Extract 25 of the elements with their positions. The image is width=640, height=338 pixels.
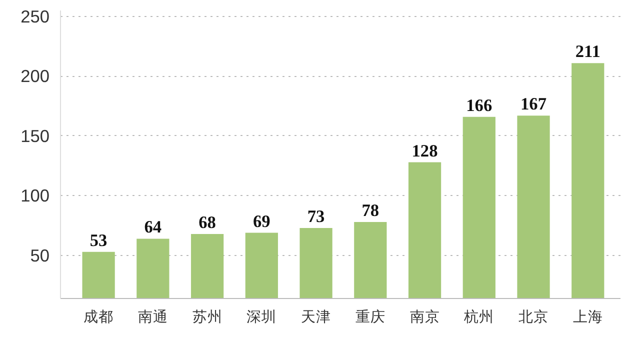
y-tick-label: 100 bbox=[20, 186, 50, 206]
data-label: 211 bbox=[575, 42, 600, 62]
data-label: 73 bbox=[307, 206, 326, 226]
data-label: 167 bbox=[520, 94, 547, 114]
x-tick-label: 北京 bbox=[518, 308, 549, 326]
x-tick-label: 重庆 bbox=[355, 308, 386, 326]
data-label: 166 bbox=[466, 96, 492, 115]
data-label: 64 bbox=[144, 218, 162, 237]
data-label: 78 bbox=[362, 201, 380, 220]
x-tick-label: 杭州 bbox=[463, 308, 494, 326]
x-tick-label: 南通 bbox=[138, 308, 168, 326]
y-tick-label: 50 bbox=[30, 245, 50, 266]
x-tick-label: 南京 bbox=[410, 308, 440, 326]
data-label: 69 bbox=[253, 212, 271, 231]
y-tick-label: 150 bbox=[20, 126, 50, 146]
data-label: 128 bbox=[412, 141, 438, 160]
y-tick-label: 250 bbox=[20, 6, 50, 26]
x-tick-label: 成都 bbox=[84, 308, 114, 326]
x-tick-label: 上海 bbox=[572, 308, 603, 326]
x-tick-label: 深圳 bbox=[246, 308, 277, 326]
data-label: 68 bbox=[198, 212, 216, 232]
x-tick-label: 苏州 bbox=[192, 308, 222, 326]
data-label: 53 bbox=[90, 230, 108, 250]
y-tick-label: 200 bbox=[20, 66, 50, 86]
x-tick-label: 天津 bbox=[301, 308, 332, 326]
